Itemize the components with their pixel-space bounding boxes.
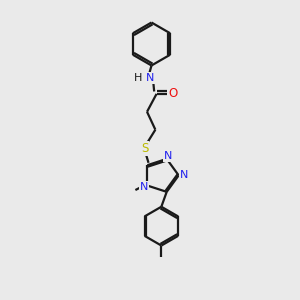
Text: N: N — [140, 182, 148, 192]
Text: N: N — [180, 170, 188, 180]
Text: H: H — [134, 73, 142, 83]
Text: N: N — [164, 151, 172, 161]
Text: S: S — [141, 142, 148, 155]
Text: N: N — [146, 73, 154, 83]
Text: O: O — [169, 87, 178, 101]
